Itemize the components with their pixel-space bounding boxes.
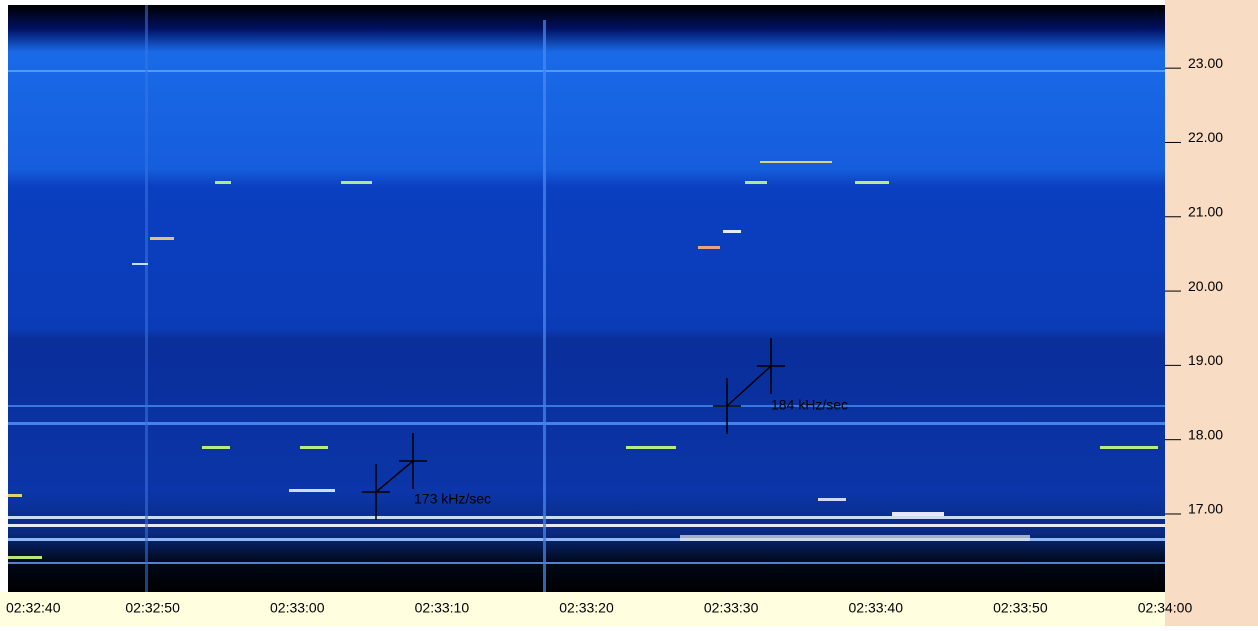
x-tick-label: 02:33:20	[559, 600, 614, 616]
x-tick-label: 02:34:00	[1138, 600, 1193, 616]
annotation: 173 kHz/sec	[414, 491, 491, 507]
spectrogram	[8, 5, 1165, 592]
drift-marker	[362, 433, 427, 520]
y-tick-label: 20.00	[1188, 278, 1223, 294]
signal-streaks	[8, 5, 1165, 592]
y-tick-label: 19.00	[1188, 352, 1223, 368]
annotation: 184 kHz/sec	[771, 397, 848, 413]
drift-marker	[713, 338, 785, 434]
x-tick-label: 02:33:10	[415, 600, 470, 616]
x-tick-label: 02:33:50	[993, 600, 1048, 616]
x-tick-label: 02:33:30	[704, 600, 759, 616]
y-tick-label: 18.00	[1188, 426, 1223, 442]
y-tick-label: 17.00	[1188, 501, 1223, 517]
y-axis-panel	[1165, 0, 1258, 626]
x-axis-panel	[0, 592, 1165, 626]
y-tick-label: 22.00	[1188, 129, 1223, 145]
x-tick-label: 02:32:40	[6, 600, 61, 616]
y-tick-label: 21.00	[1188, 203, 1223, 219]
x-tick-label: 02:33:40	[849, 600, 904, 616]
y-tick-label: 23.00	[1188, 55, 1223, 71]
x-tick-label: 02:33:00	[270, 600, 325, 616]
x-tick-label: 02:32:50	[125, 600, 180, 616]
